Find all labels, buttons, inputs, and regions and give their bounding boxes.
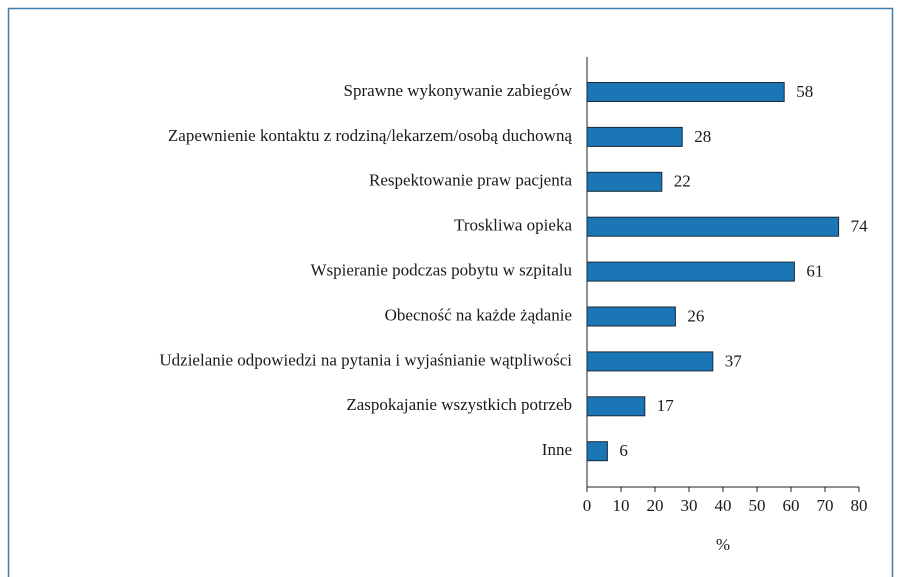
y-tick-label: Sprawne wykonywanie zabiegów — [344, 81, 573, 100]
bar — [586, 82, 785, 102]
y-tick-label: Wspieranie podczas pobytu w szpitalu — [310, 261, 572, 280]
value-label: 17 — [657, 396, 675, 415]
x-tick-label: 50 — [749, 496, 766, 515]
x-tick-label: 80 — [851, 496, 868, 515]
y-tick-label: Udzielanie odpowiedzi na pytania i wyjaś… — [159, 350, 572, 369]
x-tick-label: 20 — [647, 496, 664, 515]
y-tick-label: Obecność na każde żądanie — [385, 305, 572, 324]
value-label: 61 — [806, 262, 823, 281]
value-label: 22 — [674, 172, 691, 191]
x-tick-label: 30 — [681, 496, 698, 515]
value-label: 37 — [725, 351, 743, 370]
value-label: 26 — [687, 306, 704, 325]
bar — [586, 261, 795, 282]
value-label: 74 — [851, 217, 869, 236]
frame — [7, 7, 894, 577]
x-tick-label: 10 — [613, 496, 630, 515]
value-label: 28 — [694, 127, 711, 146]
bar — [586, 441, 608, 462]
bar — [586, 351, 714, 372]
value-label: 58 — [796, 82, 813, 101]
y-tick-label: Inne — [542, 440, 572, 459]
x-tick-label: 70 — [817, 496, 834, 515]
x-tick-label: 0 — [583, 496, 592, 515]
bar — [586, 171, 663, 192]
x-axis-label: % — [716, 535, 730, 554]
y-tick-label: Zapewnienie kontaktu z rodziną/lekarzem/… — [168, 126, 573, 145]
y-tick-label: Zaspokajanie wszystkich potrzeb — [346, 395, 572, 414]
bar — [586, 126, 683, 147]
value-label: 6 — [619, 441, 628, 460]
x-tick-label: 60 — [783, 496, 800, 515]
x-tick-label: 40 — [715, 496, 732, 515]
y-tick-label: Respektowanie praw pacjenta — [369, 171, 572, 190]
y-tick-label: Troskliwa opieka — [454, 216, 572, 235]
bar — [586, 306, 676, 327]
bar — [586, 216, 840, 237]
bar — [586, 396, 646, 417]
